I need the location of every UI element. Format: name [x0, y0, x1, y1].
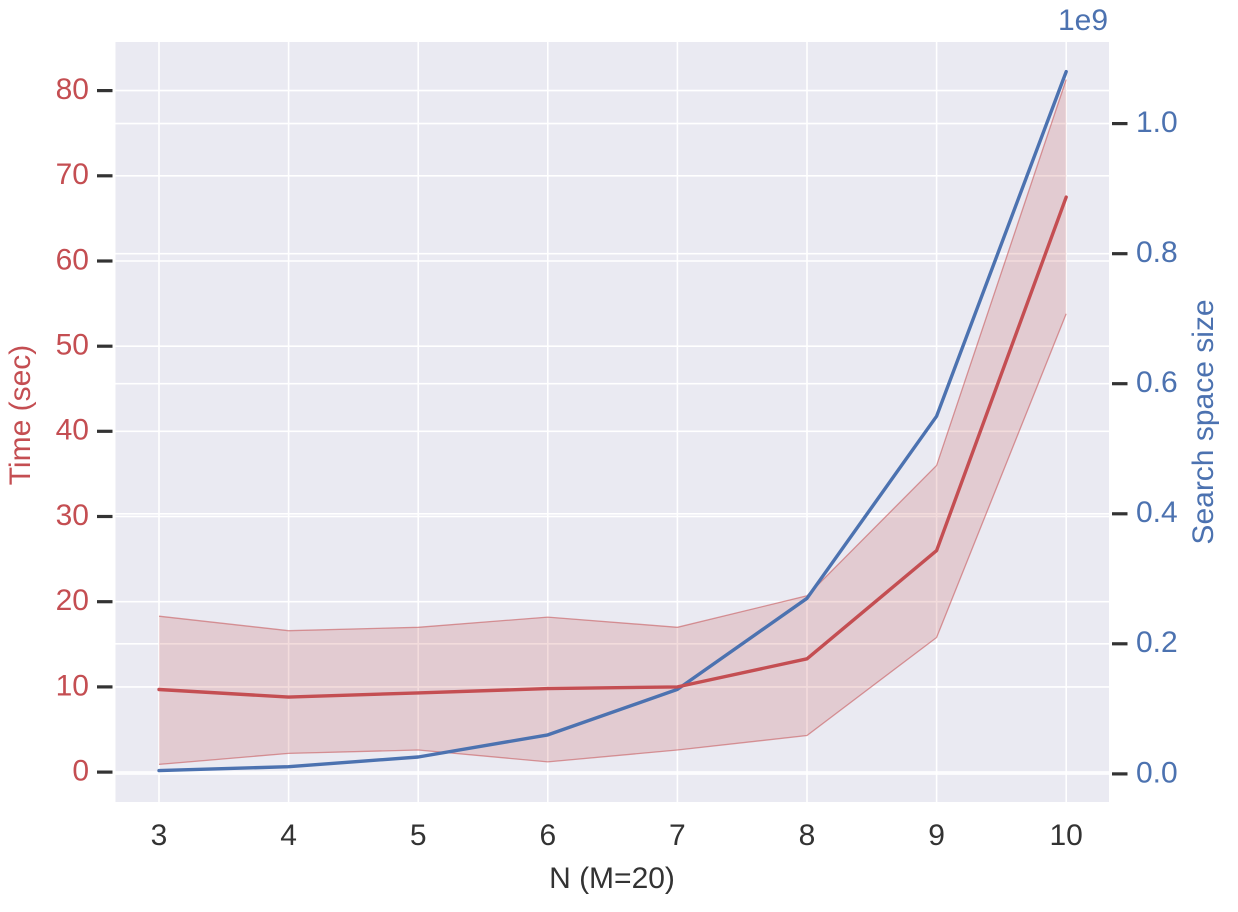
svg-text:1.0: 1.0: [1136, 106, 1178, 139]
svg-text:4: 4: [280, 819, 297, 852]
svg-text:6: 6: [539, 819, 556, 852]
svg-text:0.8: 0.8: [1136, 236, 1178, 269]
svg-text:60: 60: [56, 243, 89, 276]
svg-text:9: 9: [928, 819, 945, 852]
svg-text:Time (sec): Time (sec): [4, 345, 37, 486]
svg-text:N (M=20): N (M=20): [549, 862, 675, 895]
svg-text:50: 50: [56, 329, 89, 362]
svg-text:5: 5: [410, 819, 427, 852]
svg-text:70: 70: [56, 158, 89, 191]
svg-text:1e9: 1e9: [1058, 4, 1108, 37]
svg-text:0.2: 0.2: [1136, 626, 1178, 659]
svg-text:20: 20: [56, 584, 89, 617]
svg-text:80: 80: [56, 73, 89, 106]
svg-text:7: 7: [669, 819, 686, 852]
svg-text:0: 0: [72, 755, 89, 788]
svg-text:3: 3: [151, 819, 168, 852]
svg-text:0.6: 0.6: [1136, 366, 1178, 399]
svg-text:0.0: 0.0: [1136, 756, 1178, 789]
svg-text:10: 10: [1050, 819, 1083, 852]
svg-text:0.4: 0.4: [1136, 496, 1178, 529]
svg-text:30: 30: [56, 499, 89, 532]
svg-text:Search space size: Search space size: [1187, 299, 1220, 544]
svg-text:8: 8: [799, 819, 816, 852]
svg-text:10: 10: [56, 669, 89, 702]
svg-text:40: 40: [56, 414, 89, 447]
